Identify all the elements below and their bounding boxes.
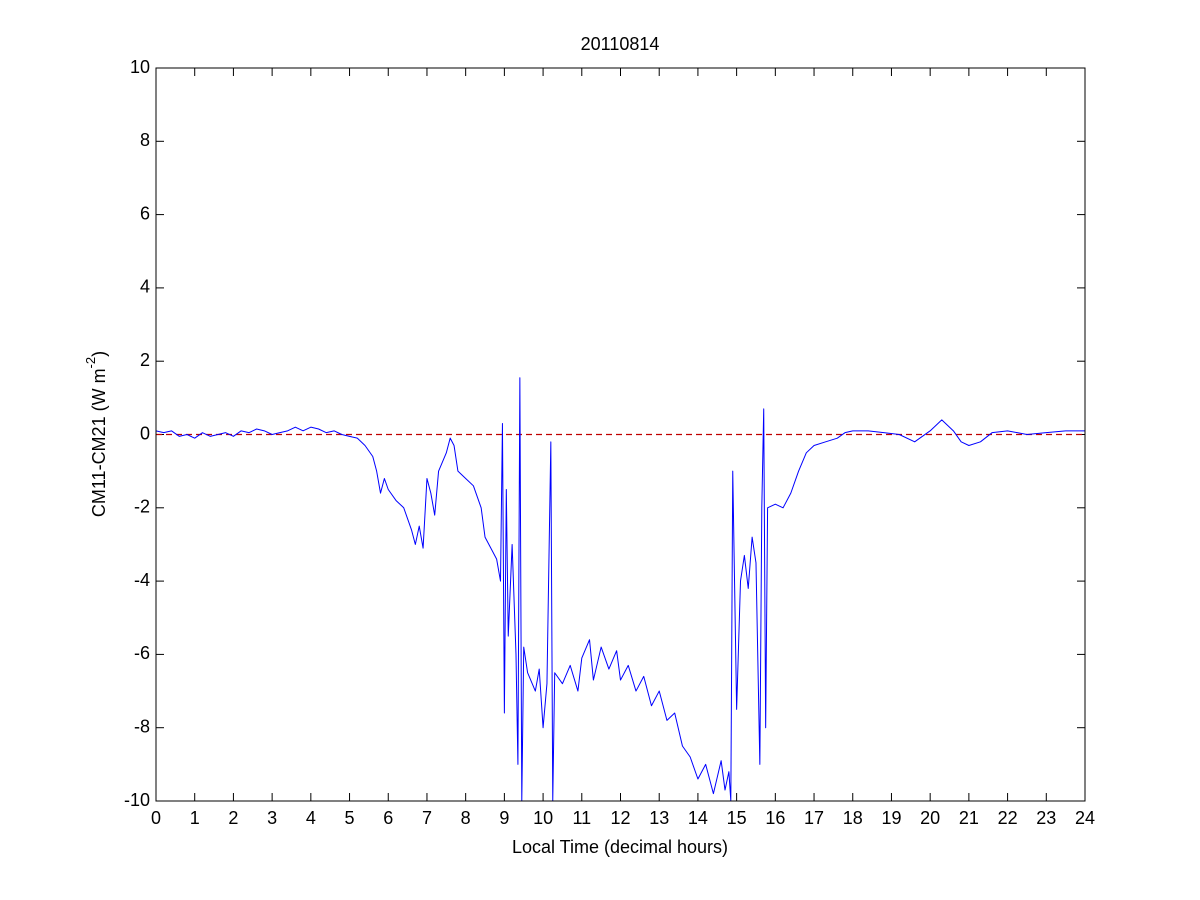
x-tick-label: 19 (881, 808, 901, 828)
y-label-superscript: -2 (83, 357, 98, 369)
x-axis-label: Local Time (decimal hours) (512, 837, 728, 857)
y-tick-label: -10 (124, 790, 150, 810)
x-tick-label: 0 (151, 808, 161, 828)
x-tick-label: 15 (727, 808, 747, 828)
y-tick-label: 0 (140, 423, 150, 443)
x-tick-label: 12 (610, 808, 630, 828)
plot-frame (155, 67, 1086, 802)
x-tick-label: 18 (843, 808, 863, 828)
y-axis-label: CM11-CM21 (W m-2) (83, 351, 108, 517)
x-tick-label: 6 (383, 808, 393, 828)
y-tick-label: 10 (130, 57, 150, 77)
x-tick-label: 1 (190, 808, 200, 828)
y-tick-label: 8 (140, 130, 150, 150)
x-tick-label: 9 (499, 808, 509, 828)
y-tick-label: 4 (140, 277, 150, 297)
chart-title: 20110814 (581, 34, 660, 54)
y-tick-label: -8 (134, 716, 150, 736)
x-tick-label: 14 (688, 808, 708, 828)
x-tick-label: 23 (1036, 808, 1056, 828)
x-tick-label: 11 (572, 808, 591, 828)
x-tick-label: 17 (804, 808, 824, 828)
x-tick-label: 10 (533, 808, 553, 828)
y-label-text: ) (89, 351, 109, 357)
y-tick-label: 2 (140, 350, 150, 370)
x-tick-label: 16 (765, 808, 785, 828)
y-tick-label: -2 (134, 497, 150, 517)
y-tick-label: 6 (140, 203, 150, 223)
y-label-text: CM11-CM21 (W m (89, 368, 109, 517)
y-tick-label: -6 (134, 643, 150, 663)
x-tick-label: 4 (306, 808, 316, 828)
x-tick-label: 20 (920, 808, 940, 828)
data-line (155, 377, 1085, 802)
x-tick-label: 5 (345, 808, 355, 828)
x-tick-label: 8 (461, 808, 471, 828)
x-tick-label: 7 (422, 808, 432, 828)
x-tick-label: 13 (649, 808, 669, 828)
y-tick-label: -4 (134, 570, 150, 590)
x-tick-label: 3 (267, 808, 277, 828)
x-tick-label: 22 (998, 808, 1018, 828)
x-tick-label: 2 (228, 808, 238, 828)
x-tick-label: 21 (959, 808, 979, 828)
x-tick-label: 24 (1075, 808, 1095, 828)
